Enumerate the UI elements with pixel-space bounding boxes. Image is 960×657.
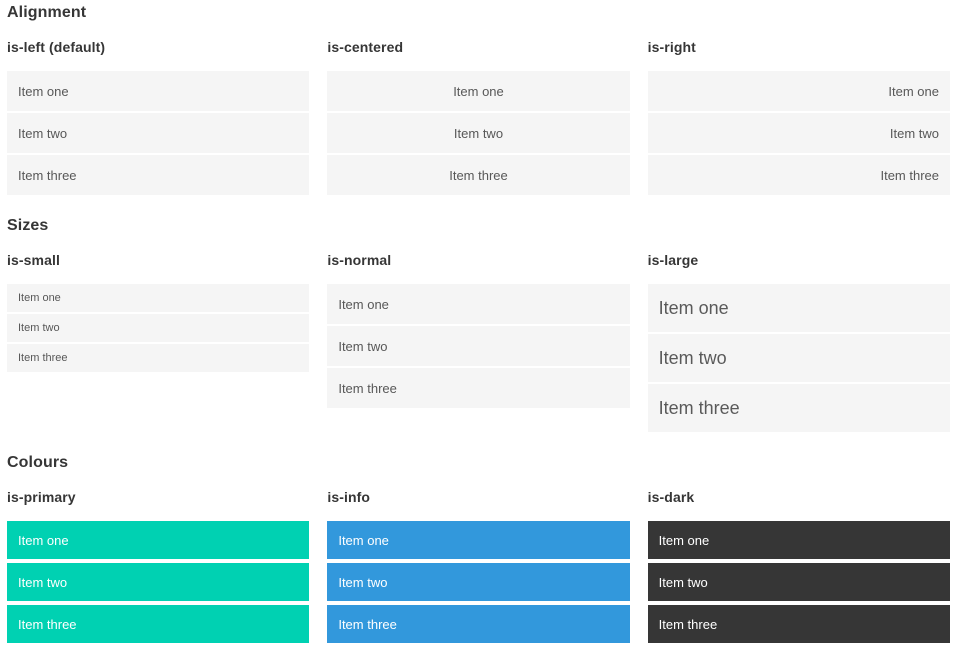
list-item: Item one <box>647 284 950 332</box>
list-item: Item three <box>7 605 310 643</box>
list-item: Item two <box>327 563 630 601</box>
list-item: Item three <box>327 155 630 195</box>
alignment-columns: is-left (default) Item one Item two Item… <box>7 40 950 197</box>
group-is-normal: is-normal Item one Item two Item three <box>327 252 630 410</box>
list-is-normal: Item one Item two Item three <box>327 284 630 408</box>
group-label-is-right: is-right <box>647 39 696 55</box>
group-label-is-dark: is-dark <box>647 489 695 505</box>
list-item: Item three <box>327 368 630 408</box>
list-item: Item three <box>7 155 310 195</box>
section-title-sizes: Sizes <box>7 217 49 234</box>
list-item: Item two <box>7 314 310 342</box>
group-label-is-left: is-left (default) <box>7 39 106 55</box>
group-is-info: is-info Item one Item two Item three <box>327 489 630 647</box>
list-item: Item one <box>327 284 630 324</box>
group-is-large: is-large Item one Item two Item three <box>647 252 950 434</box>
group-is-centered: is-centered Item one Item two Item three <box>327 39 630 197</box>
section-alignment: Alignment is-left (default) Item one Ite… <box>7 5 950 197</box>
group-label-is-normal: is-normal <box>327 252 392 268</box>
section-sizes: Sizes is-small Item one Item two Item th… <box>7 218 950 434</box>
group-is-left: is-left (default) Item one Item two Item… <box>7 39 310 197</box>
list-item: Item one <box>327 521 630 559</box>
group-label-is-info: is-info <box>327 489 371 505</box>
sizes-columns: is-small Item one Item two Item three is… <box>7 253 950 434</box>
list-is-right: Item one Item two Item three <box>647 71 950 195</box>
list-is-left: Item one Item two Item three <box>7 71 310 195</box>
list-is-dark: Item one Item two Item three <box>647 521 950 643</box>
group-is-small: is-small Item one Item two Item three <box>7 252 310 374</box>
list-is-small: Item one Item two Item three <box>7 284 310 372</box>
list-item: Item three <box>7 344 310 372</box>
list-item: Item two <box>647 334 950 382</box>
list-item: Item three <box>647 384 950 432</box>
list-item: Item one <box>7 284 310 312</box>
group-label-is-large: is-large <box>647 252 699 268</box>
list-item: Item two <box>327 113 630 153</box>
group-label-is-small: is-small <box>7 252 60 268</box>
list-item: Item one <box>7 521 310 559</box>
list-item: Item three <box>327 605 630 643</box>
colours-columns: is-primary Item one Item two Item three … <box>7 490 950 647</box>
group-is-dark: is-dark Item one Item two Item three <box>647 489 950 647</box>
list-item: Item one <box>7 71 310 111</box>
group-label-is-centered: is-centered <box>327 39 404 55</box>
list-item: Item one <box>647 521 950 559</box>
list-item: Item one <box>647 71 950 111</box>
list-item: Item three <box>647 605 950 643</box>
list-is-primary: Item one Item two Item three <box>7 521 310 643</box>
group-is-right: is-right Item one Item two Item three <box>647 39 950 197</box>
group-is-primary: is-primary Item one Item two Item three <box>7 489 310 647</box>
list-item: Item two <box>7 563 310 601</box>
section-title-alignment: Alignment <box>7 4 87 21</box>
list-is-centered: Item one Item two Item three <box>327 71 630 195</box>
list-item: Item three <box>647 155 950 195</box>
list-item: Item two <box>647 113 950 153</box>
section-title-colours: Colours <box>7 454 69 471</box>
list-is-large: Item one Item two Item three <box>647 284 950 432</box>
group-label-is-primary: is-primary <box>7 489 76 505</box>
section-colours: Colours is-primary Item one Item two Ite… <box>7 455 950 647</box>
list-is-info: Item one Item two Item three <box>327 521 630 643</box>
list-item: Item two <box>7 113 310 153</box>
list-item: Item two <box>327 326 630 366</box>
list-item: Item two <box>647 563 950 601</box>
list-item: Item one <box>327 71 630 111</box>
